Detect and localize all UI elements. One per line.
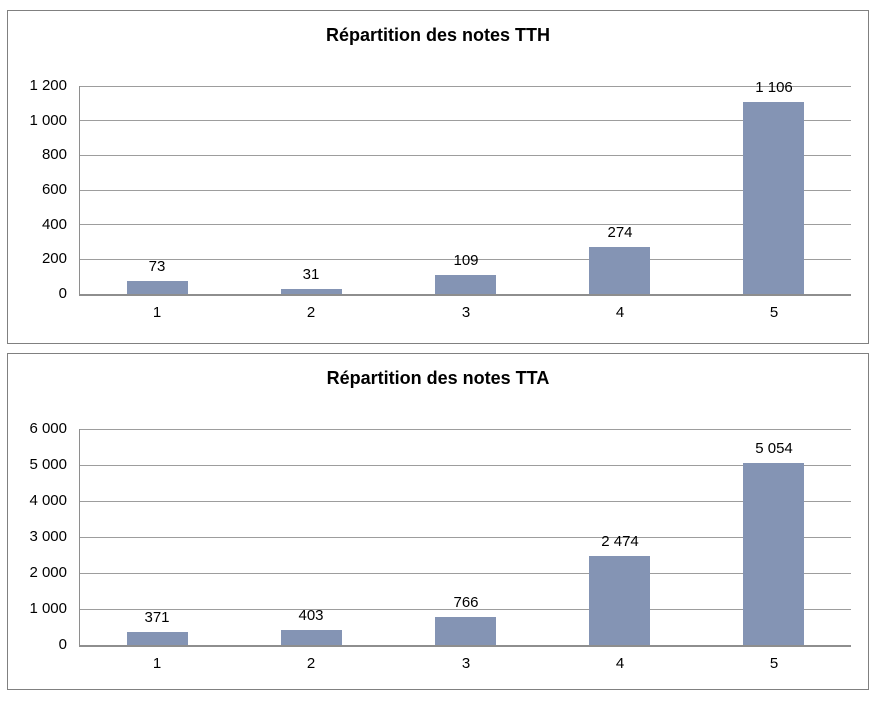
gridline bbox=[80, 120, 851, 121]
bar-value-label: 1 106 bbox=[755, 79, 793, 96]
bar bbox=[127, 281, 188, 294]
bar-value-label: 766 bbox=[453, 594, 479, 611]
y-axis-tick-label: 600 bbox=[41, 181, 67, 198]
bar bbox=[743, 463, 804, 645]
gridline bbox=[80, 609, 851, 610]
gridline bbox=[80, 501, 851, 502]
bar bbox=[127, 632, 188, 645]
y-axis-tick-label: 0 bbox=[58, 285, 67, 302]
chart-tta: Répartition des notes TTA 0 1 000 2 000 3 0… bbox=[7, 353, 869, 690]
bar bbox=[435, 275, 496, 294]
y-axis-tick-label: 1 000 bbox=[29, 112, 67, 129]
gridline bbox=[80, 86, 851, 87]
gridline bbox=[80, 259, 851, 260]
bar bbox=[589, 556, 650, 645]
y-axis-tick-label: 3 000 bbox=[29, 528, 67, 545]
chart-tth: Répartition des notes TTH 0 200 400 600 800 1… bbox=[7, 10, 869, 344]
bar-value-label: 403 bbox=[298, 607, 324, 624]
y-axis-tick-label: 800 bbox=[41, 146, 67, 163]
bar bbox=[281, 289, 342, 294]
bar-value-label: 2 474 bbox=[601, 533, 639, 550]
plot-area-tta: 0 1 000 2 000 3 000 4 000 5 000 6 000 371 1 403 2 7… bbox=[29, 420, 851, 672]
bar bbox=[589, 247, 650, 294]
bar-value-label: 274 bbox=[607, 224, 633, 241]
gridline bbox=[80, 573, 851, 574]
plot-area-tth: 0 200 400 600 800 1 000 1 200 73 1 31 2 109 3 274 4 1 1… bbox=[29, 77, 851, 321]
gridline bbox=[80, 155, 851, 156]
chart-title-tth: Répartition des notes TTH bbox=[325, 25, 550, 45]
y-axis-tick-label: 5 000 bbox=[29, 456, 67, 473]
x-axis-category-label: 4 bbox=[615, 304, 625, 321]
gridline bbox=[80, 190, 851, 191]
chart-title-tta: Répartition des notes TTA bbox=[326, 368, 550, 388]
y-axis-tick-label: 6 000 bbox=[29, 420, 67, 437]
x-axis-category-label: 4 bbox=[615, 655, 625, 672]
gridline bbox=[80, 429, 851, 430]
x-axis-category-label: 5 bbox=[769, 655, 779, 672]
gridline bbox=[80, 224, 851, 225]
y-axis-tick-label: 4 000 bbox=[29, 492, 67, 509]
bar bbox=[435, 617, 496, 645]
bar bbox=[743, 102, 804, 294]
gridline bbox=[80, 465, 851, 466]
x-axis-category-label: 1 bbox=[152, 655, 162, 672]
x-axis-category-label: 3 bbox=[461, 304, 471, 321]
y-axis-tick-label: 200 bbox=[41, 250, 67, 267]
x-axis-category-label: 2 bbox=[306, 304, 316, 321]
y-axis-tick-label: 0 bbox=[58, 636, 67, 653]
x-axis-category-label: 5 bbox=[769, 304, 779, 321]
bar-value-label: 109 bbox=[453, 252, 479, 269]
x-axis-category-label: 3 bbox=[461, 655, 471, 672]
bar-value-label: 371 bbox=[144, 609, 170, 626]
y-axis-tick-label: 1 000 bbox=[29, 600, 67, 617]
x-axis-category-label: 1 bbox=[152, 304, 162, 321]
gridline bbox=[80, 537, 851, 538]
y-axis-tick-label: 400 bbox=[41, 216, 67, 233]
bar-value-label: 5 054 bbox=[755, 440, 793, 457]
x-axis-category-label: 2 bbox=[306, 655, 316, 672]
bar-value-label: 31 bbox=[302, 266, 320, 283]
y-axis-tick-label: 2 000 bbox=[29, 564, 67, 581]
bar bbox=[281, 630, 342, 645]
bar-value-label: 73 bbox=[148, 258, 166, 275]
y-axis-tick-label: 1 200 bbox=[29, 77, 67, 94]
